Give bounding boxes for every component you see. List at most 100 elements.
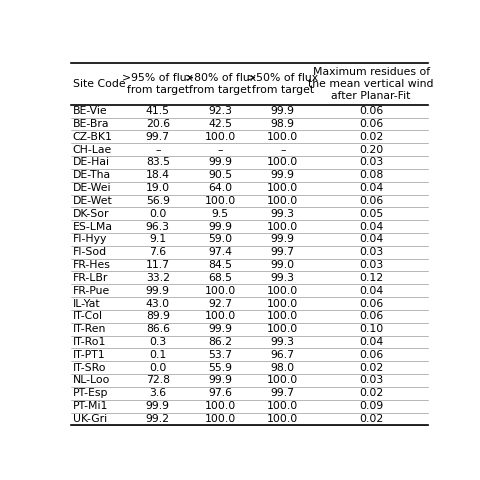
Text: DE-Tha: DE-Tha [72,170,111,180]
Text: 0.02: 0.02 [359,388,383,398]
Text: Maximum residues of
the mean vertical wind
after Planar-Fit: Maximum residues of the mean vertical wi… [308,67,434,101]
Text: 97.6: 97.6 [208,388,232,398]
Text: 0.10: 0.10 [359,324,383,334]
Text: 92.3: 92.3 [208,106,232,116]
Text: 99.9: 99.9 [271,234,295,244]
Text: >95% of flux
from target: >95% of flux from target [122,73,193,95]
Text: 92.7: 92.7 [208,299,232,309]
Text: IT-Ren: IT-Ren [72,324,106,334]
Text: IL-Yat: IL-Yat [72,299,100,309]
Text: 100.0: 100.0 [267,183,299,193]
Text: 84.5: 84.5 [208,260,232,270]
Text: 100.0: 100.0 [267,401,299,411]
Text: 100.0: 100.0 [267,157,299,168]
Text: 99.7: 99.7 [271,247,295,257]
Text: 0.08: 0.08 [359,170,383,180]
Text: 0.04: 0.04 [359,286,383,296]
Text: 99.9: 99.9 [208,375,232,385]
Text: 0.03: 0.03 [359,375,383,385]
Text: 99.7: 99.7 [271,388,295,398]
Text: 0.04: 0.04 [359,222,383,232]
Text: Site Code: Site Code [72,79,125,89]
Text: 86.2: 86.2 [208,337,232,347]
Text: 33.2: 33.2 [146,273,170,283]
Text: 43.0: 43.0 [146,299,170,309]
Text: 99.3: 99.3 [271,337,295,347]
Text: 68.5: 68.5 [208,273,232,283]
Text: 99.9: 99.9 [208,157,232,168]
Text: 0.04: 0.04 [359,234,383,244]
Text: 72.8: 72.8 [146,375,170,385]
Text: 100.0: 100.0 [267,132,299,142]
Text: 100.0: 100.0 [267,414,299,424]
Text: 100.0: 100.0 [267,286,299,296]
Text: 0.02: 0.02 [359,414,383,424]
Text: 96.3: 96.3 [146,222,170,232]
Text: 96.7: 96.7 [271,350,295,360]
Text: 0.03: 0.03 [359,260,383,270]
Text: 56.9: 56.9 [146,196,170,206]
Text: 0.06: 0.06 [359,119,383,129]
Text: PT-Mi1: PT-Mi1 [72,401,108,411]
Text: BE-Bra: BE-Bra [72,119,109,129]
Text: –: – [217,144,223,155]
Text: FR-Pue: FR-Pue [72,286,110,296]
Text: 9.1: 9.1 [149,234,167,244]
Text: 11.7: 11.7 [146,260,170,270]
Text: 99.9: 99.9 [208,222,232,232]
Text: FI-Sod: FI-Sod [72,247,107,257]
Text: 0.20: 0.20 [359,144,383,155]
Text: PT-Esp: PT-Esp [72,388,108,398]
Text: NL-Loo: NL-Loo [72,375,110,385]
Text: –: – [280,144,286,155]
Text: >80% of flux
from target: >80% of flux from target [185,73,256,95]
Text: 0.02: 0.02 [359,132,383,142]
Text: 100.0: 100.0 [204,196,236,206]
Text: 0.06: 0.06 [359,350,383,360]
Text: 99.9: 99.9 [146,401,170,411]
Text: FR-Hes: FR-Hes [72,260,110,270]
Text: IT-PT1: IT-PT1 [72,350,105,360]
Text: DK-Sor: DK-Sor [72,209,109,219]
Text: IT-Col: IT-Col [72,312,103,322]
Text: 100.0: 100.0 [267,375,299,385]
Text: 86.6: 86.6 [146,324,170,334]
Text: 59.0: 59.0 [208,234,232,244]
Text: 0.3: 0.3 [149,337,167,347]
Text: 41.5: 41.5 [146,106,170,116]
Text: DE-Wet: DE-Wet [72,196,112,206]
Text: FI-Hyy: FI-Hyy [72,234,107,244]
Text: 100.0: 100.0 [267,312,299,322]
Text: BE-Vie: BE-Vie [72,106,107,116]
Text: 0.05: 0.05 [359,209,383,219]
Text: 0.03: 0.03 [359,157,383,168]
Text: 7.6: 7.6 [149,247,167,257]
Text: 0.12: 0.12 [359,273,383,283]
Text: 3.6: 3.6 [149,388,167,398]
Text: IT-SRo: IT-SRo [72,363,106,372]
Text: 0.04: 0.04 [359,337,383,347]
Text: 9.5: 9.5 [212,209,229,219]
Text: 55.9: 55.9 [208,363,232,372]
Text: 100.0: 100.0 [267,196,299,206]
Text: 99.9: 99.9 [271,170,295,180]
Text: 100.0: 100.0 [204,132,236,142]
Text: IT-Ro1: IT-Ro1 [72,337,106,347]
Text: 100.0: 100.0 [267,324,299,334]
Text: 18.4: 18.4 [146,170,170,180]
Text: FR-LBr: FR-LBr [72,273,108,283]
Text: 0.1: 0.1 [149,350,167,360]
Text: 0.06: 0.06 [359,299,383,309]
Text: 99.9: 99.9 [208,324,232,334]
Text: 100.0: 100.0 [204,401,236,411]
Text: 97.4: 97.4 [208,247,232,257]
Text: 99.7: 99.7 [146,132,170,142]
Text: 100.0: 100.0 [204,286,236,296]
Text: 98.0: 98.0 [271,363,295,372]
Text: 0.0: 0.0 [149,363,167,372]
Text: 0.06: 0.06 [359,312,383,322]
Text: 100.0: 100.0 [267,222,299,232]
Text: DE-Wei: DE-Wei [72,183,111,193]
Text: >50% of flux
from target: >50% of flux from target [247,73,318,95]
Text: 0.03: 0.03 [359,247,383,257]
